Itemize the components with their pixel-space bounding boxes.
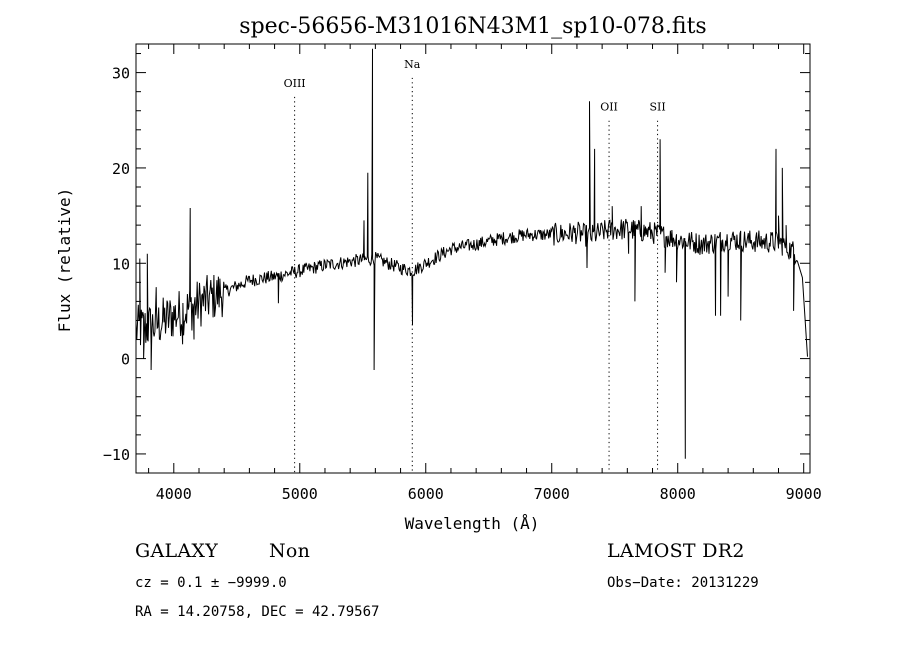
plot-border [135, 43, 811, 474]
x-tick-label: 8000 [660, 485, 696, 503]
x-tick-label: 7000 [534, 485, 570, 503]
subclass-label: Non [269, 540, 311, 562]
x-tick-label: 6000 [408, 485, 444, 503]
flux-series [135, 48, 808, 459]
line-label-sii: SII [649, 101, 665, 114]
coordinates-readout: RA = 14.20758, DEC = 42.79567 [135, 604, 380, 620]
line-label-na: Na [404, 58, 421, 71]
y-axis-label: Flux (relative) [55, 188, 74, 333]
spectrum-chart: spec-56656-M31016N43M1_sp10-078.fits 400… [55, 14, 822, 533]
line-label-oiii: OIII [284, 77, 306, 90]
y-tick-label: 20 [112, 160, 130, 178]
plot-frame [135, 43, 811, 474]
survey-label: LAMOST DR2 [607, 540, 745, 562]
y-tick-label: 0 [121, 351, 130, 369]
x-axis-label: Wavelength (Å) [405, 514, 540, 533]
redshift-readout: cz = 0.1 ± −9999.0 [135, 575, 287, 591]
flux-line [135, 48, 808, 459]
obs-date-readout: Obs−Date: 20131229 [607, 575, 759, 591]
y-tick-label: −10 [103, 446, 130, 464]
y-tick-label: 10 [112, 255, 130, 273]
x-tick-label: 5000 [282, 485, 318, 503]
x-tick-label: 4000 [156, 485, 192, 503]
class-label: GALAXY [135, 540, 219, 562]
x-tick-label: 9000 [786, 485, 822, 503]
y-tick-label: 30 [112, 65, 130, 83]
chart-title: spec-56656-M31016N43M1_sp10-078.fits [239, 14, 706, 39]
emission-line-markers: OIII Na OII SII [284, 58, 666, 473]
line-label-oii: OII [600, 101, 618, 114]
axis-ticks: 4000 5000 6000 7000 8000 9000 −10 0 10 20 30 [103, 44, 822, 503]
